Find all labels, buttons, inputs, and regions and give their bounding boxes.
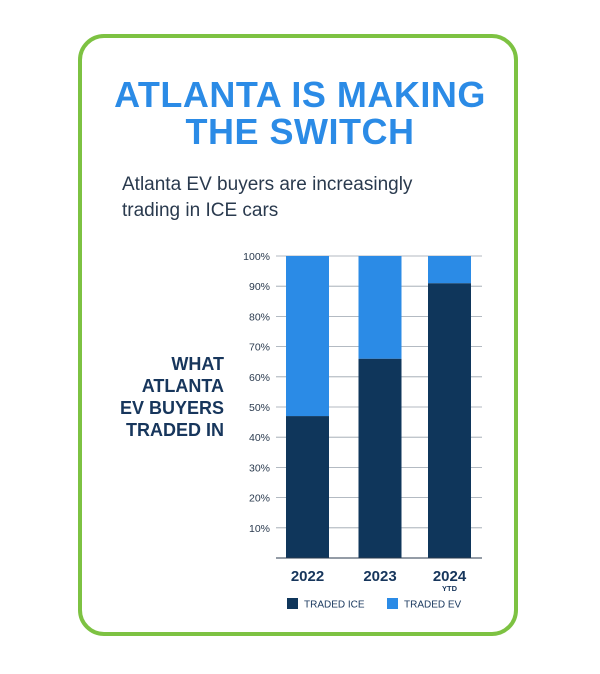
- side-label-line-3: EV BUYERS: [119, 398, 224, 418]
- bar-segment-traded-ev-2023: [358, 256, 402, 359]
- x-category-sublabel: YTD: [442, 584, 458, 593]
- x-category-label: 2023: [363, 568, 396, 585]
- legend-label-traded-ev: TRADED EV: [404, 600, 462, 611]
- side-label-line-4: TRADED IN: [126, 420, 224, 440]
- subtitle-line-2: trading in ICE cars: [122, 200, 279, 221]
- title-line-2: THE SWITCH: [185, 111, 415, 152]
- side-label-line-2: ATLANTA: [141, 376, 224, 396]
- y-tick-label: 40%: [249, 432, 270, 444]
- bar-segment-traded-ice-2023: [358, 358, 402, 558]
- subtitle-line-1: Atlanta EV buyers are increasingly: [122, 174, 413, 195]
- y-tick-label: 30%: [249, 462, 270, 474]
- title-line-1: ATLANTA IS MAKING: [114, 74, 486, 115]
- legend-label-traded-ice: TRADED ICE: [304, 600, 365, 611]
- legend: TRADED ICE TRADED EV: [287, 598, 462, 611]
- bar-segment-traded-ice-2024: [428, 283, 471, 558]
- side-label-line-1: WHAT: [171, 354, 224, 374]
- y-tick-label: 90%: [249, 281, 270, 293]
- y-tick-label: 10%: [249, 523, 270, 535]
- bars: [286, 256, 471, 558]
- page-title: ATLANTA IS MAKING THE SWITCH: [0, 76, 600, 150]
- y-tick-label: 50%: [249, 402, 270, 414]
- chart-side-label: WHAT ATLANTA EV BUYERS TRADED IN: [100, 353, 224, 441]
- y-tick-label: 70%: [249, 342, 270, 354]
- y-tick-label: 80%: [249, 311, 270, 323]
- y-tick-label: 20%: [249, 493, 270, 505]
- bar-segment-traded-ev-2022: [286, 256, 329, 417]
- y-tick-labels: 100% 90% 80% 70% 60% 50% 40% 30% 20% 10%: [243, 251, 270, 535]
- bar-segment-traded-ice-2022: [286, 416, 329, 558]
- x-category-label: 2024: [433, 568, 467, 585]
- bar-segment-traded-ev-2024: [428, 256, 471, 284]
- subtitle: Atlanta EV buyers are increasingly tradi…: [122, 172, 482, 224]
- legend-swatch-traded-ev: [387, 598, 398, 609]
- y-tick-label: 60%: [249, 372, 270, 384]
- y-tick-label: 100%: [243, 251, 270, 263]
- legend-swatch-traded-ice: [287, 598, 298, 609]
- x-category-label: 2022: [291, 568, 324, 585]
